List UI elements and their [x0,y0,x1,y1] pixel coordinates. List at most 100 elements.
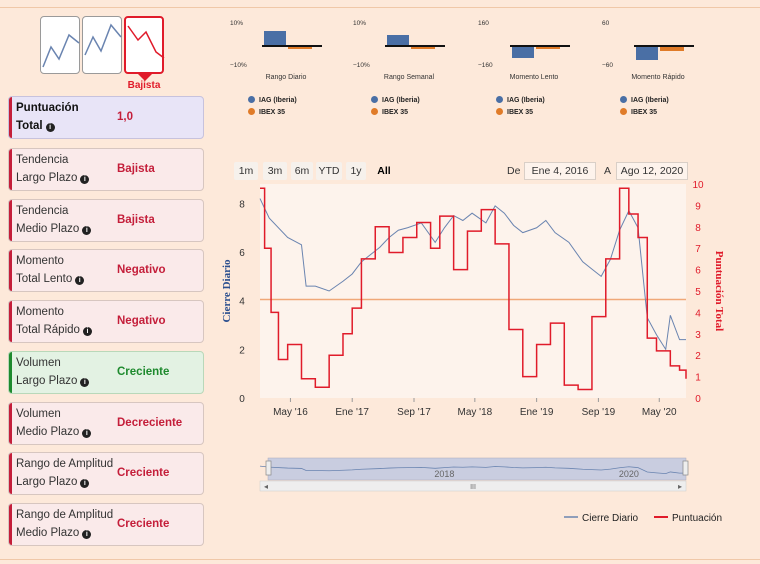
scroll-right-icon[interactable]: ▸ [678,482,682,491]
iag-bar[interactable] [636,46,658,61]
indicator-subtitle: Medio Plazo i [16,223,92,235]
plot-area[interactable] [260,184,686,398]
info-icon[interactable]: i [82,327,92,336]
navigator-handle-left[interactable] [265,460,272,476]
x-tick-label: Sep '19 [582,407,616,418]
indicator-card[interactable]: Momento Total Rápido i Negativo [8,300,204,343]
to-label: A [604,165,612,177]
sideways-trend-card[interactable] [82,16,122,74]
navigator-scrollbar[interactable] [259,480,687,492]
bearish-trend-icon [127,25,165,59]
info-icon[interactable]: i [82,226,92,235]
status-accent-bar [9,504,12,545]
ibex-bar[interactable] [411,46,435,49]
x-tick-label: Ene '19 [520,407,554,418]
from-date-input[interactable]: Ene 4, 2016 [524,162,596,180]
legend-dot-icon [248,108,255,115]
legend-label: IBEX 35 [507,109,534,116]
legend-item-iag[interactable]: IAG (Iberia) [248,96,297,104]
axis-max-label: 10% [230,20,244,27]
trend-widget[interactable]: Bajista [38,14,168,94]
legend-item-ibex[interactable]: IBEX 35 [620,108,657,116]
range-button[interactable]: All [372,162,396,180]
indicator-subtitle: Largo Plazo i [16,375,90,387]
ibex-bar[interactable] [660,46,684,51]
info-icon[interactable]: i [80,175,90,184]
legend-label-score[interactable]: Puntuación [672,513,722,524]
from-label: De [507,165,521,177]
mini-bar-chart: 10% −10% Rango Semanal IAG (Iberia) IBEX 35 [353,16,465,126]
legend-item-iag[interactable]: IAG (Iberia) [620,96,669,104]
legend-dot-icon [371,108,378,115]
indicator-card[interactable]: Volumen Medio Plazo i Decreciente [8,402,204,445]
legend-label-close[interactable]: Cierre Diario [582,513,639,524]
range-button[interactable]: 1y [346,162,366,180]
indicator-card[interactable]: Puntuación Total i 1,0 [8,96,204,139]
ibex-bar[interactable] [536,46,560,49]
mini-bar-chart: 160 −160 Momento Lento IAG (Iberia) IBEX 35 [478,16,590,126]
mini-chart-caption: Rango Diario [265,74,307,81]
legend-item-iag[interactable]: IAG (Iberia) [496,96,545,104]
legend-dot-icon [248,96,255,103]
zero-line [634,45,694,47]
scroll-grip-icon[interactable]: III [470,484,476,491]
info-icon[interactable]: i [45,123,55,132]
mini-bar-chart: 10% −10% Rango Diario IAG (Iberia) IBEX 35 [230,16,342,126]
axis-min-label: −10% [353,62,370,69]
y-right-tick-label: 10 [692,180,704,191]
legend-item-ibex[interactable]: IBEX 35 [248,108,285,116]
y-right-tick-label: 8 [695,223,701,234]
line-chart-icon [42,33,80,68]
navigator-year-label: 2018 [434,469,454,479]
legend-item-iag[interactable]: IAG (Iberia) [371,96,420,104]
scroll-left-icon[interactable]: ◂ [264,482,268,491]
indicator-card[interactable]: Volumen Largo Plazo i Creciente [8,351,204,394]
iag-bar[interactable] [264,30,286,45]
indicator-title: Rango de Amplitud [16,509,114,521]
legend-dot-icon [371,96,378,103]
legend-item-ibex[interactable]: IBEX 35 [496,108,533,116]
indicator-value: Decreciente [117,417,183,429]
indicator-subtitle: Largo Plazo i [16,476,90,488]
range-button[interactable]: 3m [263,162,287,180]
indicator-card[interactable]: Tendencia Largo Plazo i Bajista [8,148,204,191]
bearish-trend-card[interactable] [124,16,165,74]
bullish-trend-card[interactable] [40,16,80,74]
info-icon[interactable]: i [82,429,92,438]
range-button[interactable]: 1m [234,162,258,180]
legend-dot-icon [620,96,627,103]
indicator-card[interactable]: Rango de Amplitud Medio Plazo i Creciente [8,503,204,546]
info-icon[interactable]: i [82,530,92,539]
iag-bar[interactable] [387,35,409,45]
indicator-subtitle-text: Total Lento [16,273,73,285]
indicator-card[interactable]: Tendencia Medio Plazo i Bajista [8,199,204,242]
indicator-value: Creciente [117,467,170,479]
ibex-bar[interactable] [288,46,312,49]
range-button[interactable]: YTD [316,162,342,180]
axis-max-label: 160 [478,20,489,27]
iag-bar[interactable] [512,46,534,59]
navigator-handle-right[interactable] [682,460,689,476]
status-accent-bar [9,250,12,291]
to-date-input[interactable]: Ago 12, 2020 [616,162,688,180]
y-right-tick-label: 0 [695,394,701,405]
price-score-chart[interactable]: 0 2 4 6 8 0 1 2 3 4 5 6 7 8 9 10 Cierre Diario Puntuación… [220,180,740,540]
info-icon[interactable]: i [75,276,85,285]
legend-label: IBEX 35 [631,109,658,116]
score-step-line[interactable] [260,187,687,391]
indicator-title: Volumen [16,357,61,369]
axis-max-label: 60 [602,20,610,27]
info-icon[interactable]: i [80,479,90,488]
x-tick-label: May '18 [457,407,492,418]
indicator-title: Momento [16,306,64,318]
zero-line [385,45,445,47]
info-icon[interactable]: i [80,378,90,387]
indicator-card[interactable]: Momento Total Lento i Negativo [8,249,204,292]
mini-chart-caption: Rango Semanal [383,74,435,81]
indicator-title: Puntuación [16,102,79,114]
legend-item-ibex[interactable]: IBEX 35 [371,108,408,116]
range-button[interactable]: 6m [291,162,313,180]
y-right-tick-label: 4 [695,308,701,319]
indicator-card[interactable]: Rango de Amplitud Largo Plazo i Creciente [8,452,204,495]
x-tick-label: Sep '17 [397,407,431,418]
